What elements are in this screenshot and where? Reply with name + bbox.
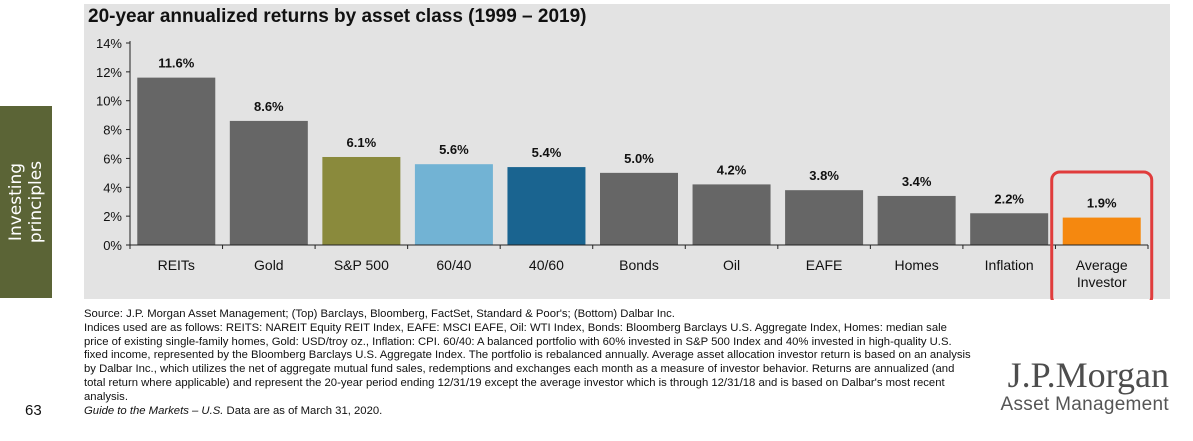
bar-value-label: 1.9% <box>1087 196 1117 211</box>
x-tick-label: Bonds <box>619 257 659 273</box>
highlight-box <box>1050 170 1154 300</box>
footnote: Source: J.P. Morgan Asset Management; (T… <box>84 308 974 418</box>
bar <box>600 172 678 245</box>
x-tick-label: Average <box>1076 257 1128 273</box>
y-tick-label: 2% <box>103 209 122 224</box>
x-tick-label: Gold <box>254 257 284 273</box>
x-tick-label: 60/40 <box>436 257 471 273</box>
y-tick-label: 4% <box>103 180 122 195</box>
bar-value-label: 4.2% <box>717 162 747 177</box>
footnote-indices: Indices used are as follows: REITS: NARE… <box>84 321 971 403</box>
x-tick-label: Oil <box>723 257 740 273</box>
guide-date: Data are as of March 31, 2020. <box>223 404 383 417</box>
logo-wordmark: J.P.Morgan <box>1007 355 1169 395</box>
y-tick-label: 0% <box>103 238 122 253</box>
bar <box>322 156 401 245</box>
bar-value-label: 5.0% <box>624 151 654 166</box>
bar <box>970 213 1049 245</box>
bar <box>1062 217 1141 245</box>
bar <box>229 120 308 245</box>
bar-value-label: 2.2% <box>994 191 1024 206</box>
y-tick-label: 14% <box>96 36 122 51</box>
x-tick-label: 40/60 <box>529 257 564 273</box>
x-tick-label: S&P 500 <box>334 257 389 273</box>
y-tick-label: 8% <box>103 123 122 138</box>
section-tab: Investing principles <box>0 106 52 298</box>
y-tick-label: 10% <box>96 94 122 109</box>
bar-chart: 0% 2% 4% 6% 8% 10% 12% 14% 11.6% REITs 8.6% Gold 6.1… <box>96 36 1154 300</box>
x-tick-label: Investor <box>1077 274 1127 290</box>
bar-value-label: 3.4% <box>902 174 932 189</box>
bar <box>507 167 586 245</box>
bar <box>414 164 493 245</box>
y-tick-label: 6% <box>103 151 122 166</box>
bar <box>692 184 771 245</box>
bar-value-label: 6.1% <box>347 135 377 150</box>
page-number: 63 <box>25 402 42 419</box>
guide-title: Guide to the Markets – U.S. <box>84 404 224 417</box>
bar-value-label: 11.6% <box>158 56 195 71</box>
bar <box>785 190 864 245</box>
chart-title: 20-year annualized returns by asset clas… <box>88 6 587 27</box>
bar-value-label: 8.6% <box>254 99 284 114</box>
x-tick-label: EAFE <box>806 257 843 273</box>
footnote-guide: Guide to the Markets – U.S. Data are as … <box>84 405 974 419</box>
bar-value-label: 5.6% <box>439 142 469 157</box>
jpmorgan-logo: J.P.Morgan Asset Management <box>1001 356 1170 416</box>
x-tick-label: REITs <box>158 257 195 273</box>
footnote-source: Source: J.P. Morgan Asset Management; (T… <box>84 308 675 320</box>
bar <box>877 195 956 245</box>
x-tick-label: Inflation <box>985 257 1034 273</box>
y-tick-label: 12% <box>96 65 122 80</box>
bar-value-label: 5.4% <box>532 145 562 160</box>
bar <box>137 77 216 245</box>
x-tick-label: Homes <box>894 257 938 273</box>
logo-subtitle: Asset Management <box>1000 394 1169 415</box>
bar-value-label: 3.8% <box>809 168 839 183</box>
